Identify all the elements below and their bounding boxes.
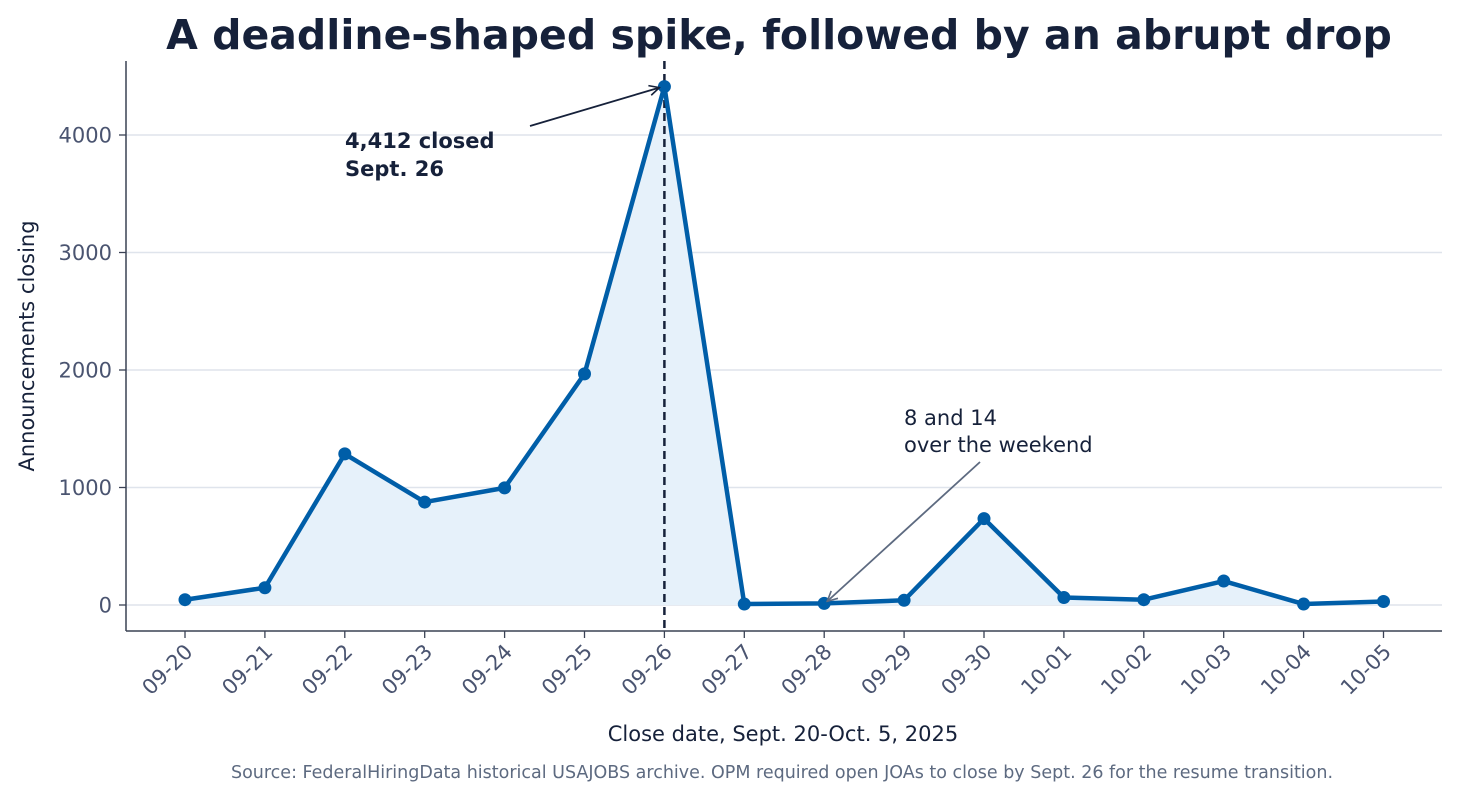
x-tick-label-10-02: 10-02 [1096,640,1156,700]
data-point-10-03 [1217,574,1231,588]
area-fill [185,86,1384,606]
data-point-10-02 [1137,593,1151,607]
data-point-09-27 [737,597,751,611]
chart-title: A deadline-shaped spike, followed by an … [166,11,1392,59]
data-point-09-23 [418,495,432,509]
y-tick-label-1000: 1000 [59,476,112,500]
weekend-annotation-line-1: 8 and 14 [904,406,997,430]
x-tick-label-09-20: 09-20 [137,640,197,700]
peak-annotation-line-2: Sept. 26 [345,157,444,181]
data-point-09-30 [977,512,991,526]
peak-annotation-arrow [529,88,659,127]
x-tick-label-10-04: 10-04 [1256,640,1316,700]
x-axis-label: Close date, Sept. 20-Oct. 5, 2025 [608,722,958,746]
data-point-09-26 [657,80,671,94]
annotations: 4,412 closed Sept. 26 8 and 14 over the wee… [345,88,1093,602]
data-point-09-21 [258,581,272,595]
x-tick-label-09-27: 09-27 [697,640,757,700]
data-point-09-29 [897,593,911,607]
y-tick-label-2000: 2000 [59,359,112,383]
series-line [184,84,1384,607]
y-tick-label-3000: 3000 [59,241,112,265]
data-point-10-01 [1057,590,1071,604]
data-point-09-22 [338,447,352,461]
peak-annotation-line-1: 4,412 closed [345,129,495,153]
x-tick-label-09-26: 09-26 [617,640,677,700]
y-tick-label-0: 0 [99,594,112,618]
x-tick-label-09-29: 09-29 [857,640,917,700]
data-point-10-04 [1297,597,1311,611]
series-line-layer [184,84,1384,607]
weekend-annotation-line-2: over the weekend [904,433,1093,457]
y-axis-label: Announcements closing [15,220,39,471]
x-tick-label-09-30: 09-30 [936,640,996,700]
data-point-10-05 [1377,594,1390,608]
y-tick-label-4000: 4000 [59,124,112,148]
weekend-annotation-arrow [827,461,981,601]
y-tick-labels: 0 1000 2000 3000 4000 [59,124,126,618]
source-note: Source: FederalHiringData historical USA… [231,763,1333,783]
x-tick-label-10-01: 10-01 [1016,640,1076,700]
x-tick-label-10-03: 10-03 [1176,640,1236,700]
x-tick-label-09-23: 09-23 [377,640,437,700]
x-tick-label-09-22: 09-22 [297,640,357,700]
x-tick-label-09-25: 09-25 [537,640,597,700]
x-tick-label-09-28: 09-28 [777,640,837,700]
x-tick-label-10-05: 10-05 [1336,640,1396,700]
area-fill-layer [185,86,1384,606]
data-point-09-24 [498,481,512,495]
data-points-layer [178,80,1390,611]
x-tick-label-09-24: 09-24 [457,640,517,700]
data-point-09-25 [578,367,591,381]
x-tick-labels: 09-20 09-21 09-22 09-23 09-24 09-25 09-26 09-27… [137,631,1396,700]
data-point-09-20 [178,593,192,607]
x-tick-label-09-21: 09-21 [217,640,277,700]
